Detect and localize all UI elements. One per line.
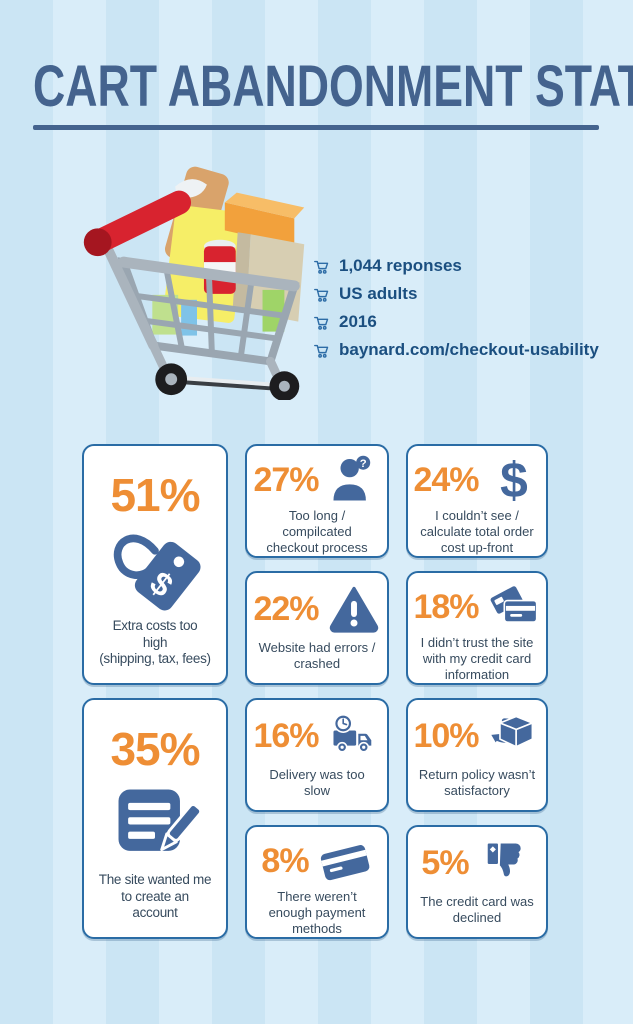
stat-label: I didn’t trust the site with my credit c… [420, 635, 534, 683]
stat-label: Too long / compilcated checkout process [266, 508, 368, 556]
stat-label: Extra costs too high (shipping, tax, fee… [99, 618, 211, 667]
cart-bullet-icon [314, 316, 329, 330]
stat-card-account: 35% The site wanted me to create an acco… [82, 698, 228, 939]
header: CART ABANDONMENT STATS [33, 54, 633, 130]
stats-grid: 51% $ Extra costs too high (shipping, ta… [82, 444, 549, 939]
stat-percent: 10% [413, 717, 479, 756]
source-text: 1,044 reponses [339, 256, 462, 275]
stat-card-returns: 10% Return policy wasn’t satisfactory [406, 698, 548, 812]
stat-card-delivery: 16% Delivery was [245, 698, 389, 812]
stat-percent: 35% [110, 723, 200, 775]
source-text: 2016 [339, 312, 377, 331]
cart-handle [83, 190, 192, 257]
payment-card-icon [317, 833, 373, 889]
stat-label: The site wanted me to create an account [98, 872, 212, 921]
stat-card-declined: 5% The credit card was declined [406, 825, 548, 939]
source-item-audience: US adults [313, 280, 599, 308]
cart-wheels [155, 363, 300, 402]
stat-card-checkout-process: 27% ? Too long / compilcated checkout pr… [245, 444, 389, 558]
shopping-cart-graphic [83, 166, 305, 402]
svg-text:?: ? [359, 458, 366, 470]
title-underline [33, 125, 599, 130]
source-text: baynard.com/checkout-usability [339, 340, 599, 359]
stat-label: There weren’t enough payment methods [268, 889, 366, 937]
stat-label: I couldn’t see / calculate total order c… [420, 508, 534, 556]
stat-percent: 24% [413, 460, 479, 499]
price-tag-icon: $ [106, 522, 204, 618]
source-item-url: baynard.com/checkout-usability [313, 336, 599, 364]
stat-label: The credit card was declined [420, 894, 534, 926]
stat-card-errors: 22% Website had errors / crashed [245, 571, 389, 685]
source-item-year: 2016 [313, 308, 599, 336]
stat-label: Delivery was too slow [269, 767, 365, 799]
person-question-icon: ? [327, 452, 381, 508]
svg-text:$: $ [500, 453, 528, 507]
stat-percent: 22% [253, 590, 319, 629]
credit-cards-icon [487, 579, 541, 635]
stat-label: Return policy wasn’t satisfactory [418, 767, 536, 799]
thumbs-down-icon [477, 836, 533, 892]
form-pen-icon [106, 776, 204, 872]
stat-percent: 51% [110, 469, 200, 521]
stat-percent: 8% [261, 841, 309, 880]
return-box-icon [487, 709, 541, 765]
stat-card-extra-costs: 51% $ Extra costs too high (shipping, ta… [82, 444, 228, 685]
stat-card-total-cost: 24% $ I couldn’t see / calculate total o… [406, 444, 548, 558]
cart-bullet-icon [314, 344, 329, 358]
source-item-responses: 1,044 reponses [313, 252, 599, 280]
dollar-icon: $ [487, 452, 541, 508]
source-list: 1,044 reponses US adults 2016 baynard.co… [313, 252, 599, 364]
stat-label: Website had errors / crashed [258, 640, 376, 672]
page-title: CART ABANDONMENT STATS [33, 54, 633, 119]
stat-percent: 27% [253, 460, 319, 499]
cart-bullet-icon [314, 288, 329, 302]
cart-bullet-icon [314, 260, 329, 274]
stat-percent: 16% [253, 717, 319, 756]
source-text: US adults [339, 284, 418, 303]
shopping-cart-illustration [58, 150, 336, 402]
truck-clock-icon [327, 709, 381, 765]
stat-card-trust: 18% I didn’t trust the site with my cred… [406, 571, 548, 685]
stat-percent: 5% [421, 844, 469, 883]
stat-card-payment-methods: 8% There weren’t enough payment methods [245, 825, 389, 939]
warning-triangle-icon [327, 582, 381, 638]
stat-percent: 18% [413, 587, 479, 626]
